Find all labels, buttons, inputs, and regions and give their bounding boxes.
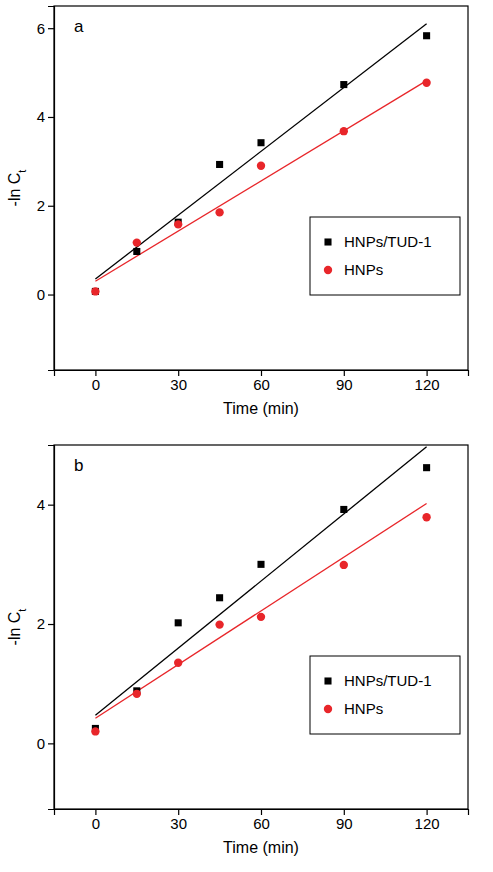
- y-tick-label: 6: [37, 19, 45, 36]
- point: [215, 620, 223, 628]
- x-tick: 60: [253, 370, 270, 393]
- legend: HNPs/TUD-1 HNPs: [310, 217, 460, 295]
- legend-marker: [324, 705, 332, 713]
- panel-label: b: [74, 456, 83, 475]
- y-axis-title: -ln Ct: [6, 609, 28, 646]
- y-tick-label: 0: [37, 286, 45, 303]
- plot-frame: [54, 445, 468, 809]
- point: [257, 162, 265, 170]
- x-tick-label: 30: [170, 376, 187, 393]
- x-tick: 0: [92, 370, 100, 393]
- point: [423, 464, 430, 471]
- legend-marker: [324, 238, 331, 245]
- legend-marker: [324, 266, 332, 274]
- x-tick: 30: [170, 809, 187, 832]
- y-tick-label: 2: [37, 615, 45, 632]
- panel: 0 30 60 90 120 0 2 4 Time (min) -ln Ct b HNPs/TUD-1…: [6, 445, 469, 856]
- x-tick-label: 0: [92, 376, 100, 393]
- y-tick: 2: [37, 197, 54, 214]
- x-tick-label: 90: [336, 815, 353, 832]
- point: [133, 248, 140, 255]
- x-tick-label: 0: [92, 815, 100, 832]
- point: [174, 220, 182, 228]
- y-tick: 4: [37, 108, 54, 125]
- panel: 0 30 60 90 120 0 2 4 6 Time (min) -ln Ct a HNPs/TUD-…: [6, 6, 469, 417]
- y-tick-mark: [48, 294, 54, 295]
- x-tick: 60: [253, 809, 270, 832]
- legend-label: HNPs: [344, 700, 383, 717]
- x-tick: 120: [415, 370, 440, 393]
- point: [92, 288, 99, 295]
- y-tick-label: 2: [37, 197, 45, 214]
- point: [257, 139, 264, 146]
- panel-label: a: [74, 17, 84, 36]
- y-axis-line: [48, 7, 55, 371]
- x-tick: 90: [336, 370, 353, 393]
- y-tick-label: 4: [37, 108, 45, 125]
- y-tick: 6: [37, 19, 54, 36]
- x-tick: 120: [415, 809, 440, 832]
- y-tick-mark: [48, 743, 54, 744]
- y-tick-mark: [48, 206, 54, 207]
- point: [340, 561, 348, 569]
- point: [422, 79, 430, 87]
- point: [423, 32, 430, 39]
- figure: 0 30 60 90 120 0 2 4 6 Time (min) -ln Ct a HNPs/TUD-…: [0, 0, 493, 872]
- point: [422, 513, 430, 521]
- y-axis-title: -ln Ct: [6, 170, 28, 207]
- x-tick-label: 60: [253, 376, 270, 393]
- legend-box: [310, 217, 460, 295]
- x-tick-label: 30: [170, 815, 187, 832]
- legend-marker: [324, 677, 331, 684]
- y-tick-mark: [48, 505, 54, 506]
- y-tick: 4: [37, 496, 54, 513]
- point: [215, 208, 223, 216]
- x-tick-label: 60: [253, 815, 270, 832]
- point: [91, 727, 99, 735]
- x-axis: 0 30 60 90 120: [55, 809, 469, 832]
- legend-box: [310, 656, 460, 734]
- y-tick: 0: [37, 735, 54, 752]
- point: [133, 690, 141, 698]
- point: [340, 506, 347, 513]
- legend-label: HNPs/TUD-1: [344, 233, 432, 250]
- y-tick-label: 4: [37, 496, 45, 513]
- x-axis-title: Time (min): [223, 400, 299, 417]
- legend-label: HNPs: [344, 261, 383, 278]
- x-tick: 90: [336, 809, 353, 832]
- y-axis: 0 2 4 6: [37, 7, 55, 371]
- y-tick-label: 0: [37, 735, 45, 752]
- point: [257, 561, 264, 568]
- x-axis: 0 30 60 90 120: [55, 370, 469, 393]
- x-axis-title: Time (min): [223, 839, 299, 856]
- y-axis-line: [48, 446, 55, 810]
- point: [133, 238, 141, 246]
- x-tick: 30: [170, 370, 187, 393]
- y-tick: 0: [37, 286, 54, 303]
- x-tick-label: 120: [415, 376, 440, 393]
- y-tick-mark: [48, 624, 54, 625]
- point: [175, 619, 182, 626]
- point: [91, 287, 99, 295]
- x-tick-label: 90: [336, 376, 353, 393]
- y-tick-mark: [48, 117, 54, 118]
- point: [340, 81, 347, 88]
- x-tick: 0: [92, 809, 100, 832]
- point: [257, 613, 265, 621]
- legend-label: HNPs/TUD-1: [344, 672, 432, 689]
- point: [340, 127, 348, 135]
- y-axis: 0 2 4: [37, 446, 55, 810]
- x-tick-label: 120: [415, 815, 440, 832]
- legend: HNPs/TUD-1 HNPs: [310, 656, 460, 734]
- y-tick: 2: [37, 615, 54, 632]
- point: [174, 659, 182, 667]
- point: [216, 161, 223, 168]
- plot-frame: [54, 6, 468, 370]
- point: [216, 594, 223, 601]
- y-tick-mark: [48, 28, 54, 29]
